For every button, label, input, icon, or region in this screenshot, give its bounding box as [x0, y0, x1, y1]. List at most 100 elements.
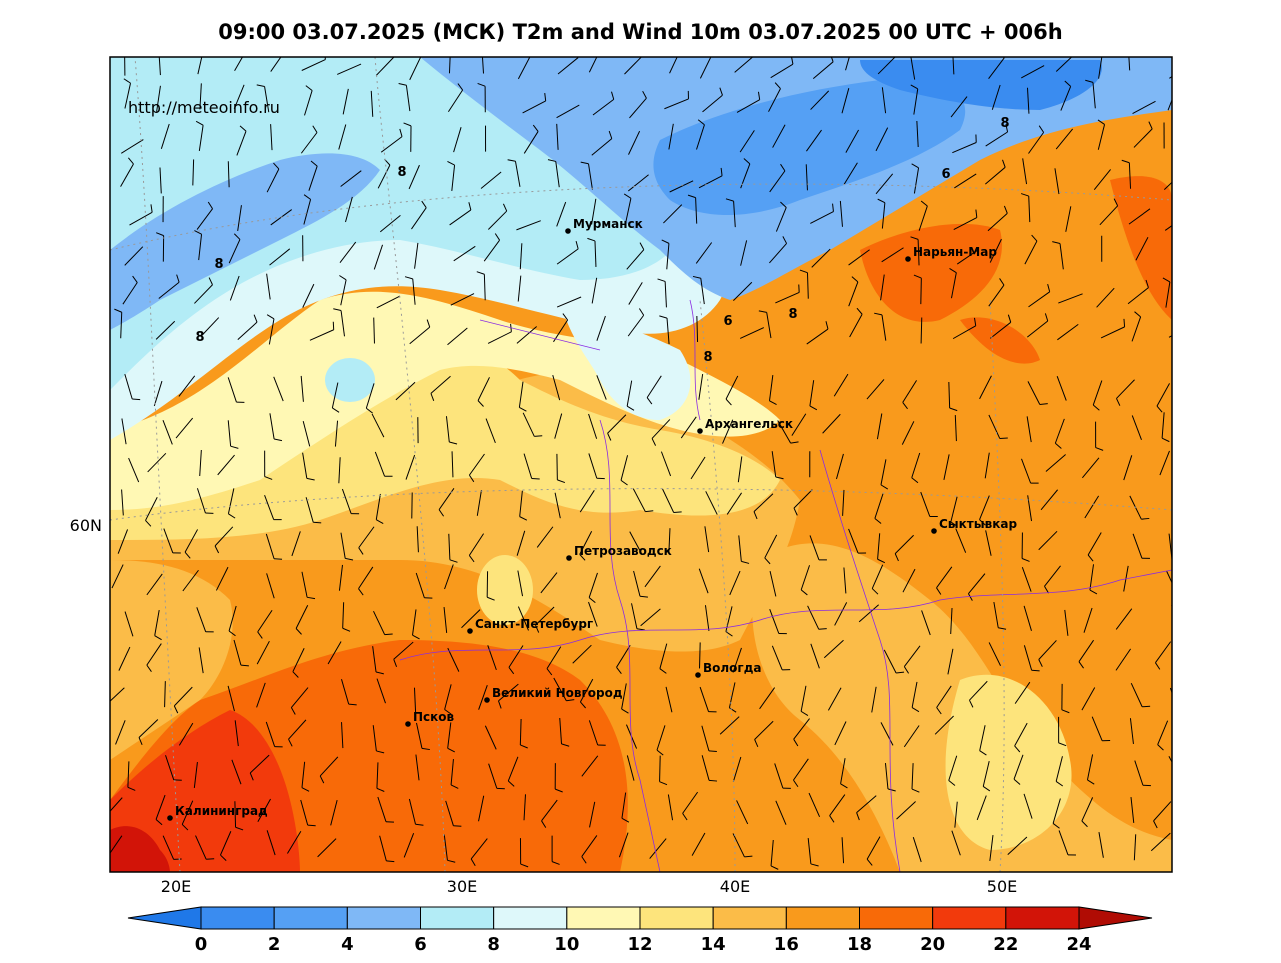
wind-barb [1023, 605, 1032, 631]
wind-barb [338, 564, 343, 591]
wind-barb [1026, 87, 1030, 114]
wind-barb [660, 451, 672, 477]
wind-barb [588, 720, 599, 746]
wind-barb [1155, 641, 1172, 663]
wind-barb-flag [151, 47, 159, 49]
wind-barb-flag [468, 555, 475, 563]
wind-barb [376, 678, 386, 704]
wind-barb [412, 278, 416, 305]
wind-barb [800, 565, 811, 591]
temp-band-14-16 [110, 342, 780, 540]
wind-barb [1057, 323, 1079, 341]
wind-barb [834, 602, 848, 626]
wind-barb [447, 722, 452, 749]
wind-barb-flag [1156, 405, 1163, 413]
wind-barb-flag [949, 268, 957, 274]
wind-barb-flag [743, 158, 751, 165]
wind-barb [265, 533, 275, 559]
wind-barb [911, 452, 921, 478]
wind-barb [295, 605, 309, 629]
wind-barb [880, 722, 894, 746]
wind-barb [880, 274, 885, 301]
colorbar-tick-label: 8 [487, 934, 500, 955]
wind-barb [588, 601, 598, 627]
wind-barb [695, 197, 698, 224]
wind-barb [477, 377, 490, 401]
wind-barb-flag [1087, 554, 1094, 562]
wind-barb-flag [1013, 778, 1021, 785]
wind-barb-flag [430, 393, 435, 402]
wind-barb [376, 762, 379, 789]
wind-barb [806, 129, 822, 152]
wind-barb-flag [195, 120, 204, 126]
wind-barb-flag [1003, 205, 1008, 214]
wind-barb [736, 99, 760, 113]
wind-barb [373, 317, 375, 344]
wind-barb [124, 611, 134, 637]
wind-barb [738, 535, 742, 562]
wind-barb-flag [580, 701, 587, 709]
wind-barb-flag [426, 319, 431, 328]
wind-barb [451, 451, 454, 478]
wind-barb-flag [770, 865, 779, 870]
wind-barb-flag [449, 441, 458, 445]
wind-barb [669, 180, 694, 193]
wind-barb [988, 57, 1005, 80]
wind-barb [771, 451, 777, 478]
wind-barb-flag [214, 545, 220, 554]
wind-barb [178, 722, 194, 746]
wind-barb [698, 373, 704, 400]
wind-barb [633, 570, 641, 597]
wind-barb [705, 491, 718, 515]
wind-barb [483, 239, 500, 262]
wind-barb [1044, 565, 1061, 587]
wind-barb [408, 164, 420, 190]
wind-barb-flag [639, 242, 645, 250]
wind-barb-flag [725, 631, 733, 637]
wind-barb [988, 284, 1005, 307]
wind-barb-flag [611, 91, 615, 100]
wind-barb [516, 530, 526, 556]
wind-barb [848, 528, 859, 554]
wind-barb [128, 457, 140, 483]
contour-label: 8 [214, 257, 223, 272]
wind-barb [833, 373, 849, 397]
wind-barb [1056, 376, 1067, 401]
wind-barb [680, 416, 697, 439]
wind-barb [405, 85, 411, 112]
wind-barb-flag [507, 780, 515, 787]
wind-barb [301, 761, 306, 788]
wind-barb [588, 572, 598, 598]
wind-barb-flag [324, 57, 326, 60]
wind-barb [811, 248, 831, 268]
wind-barb-flag [1021, 558, 1030, 562]
wind-barb [843, 567, 847, 594]
wind-barb-flag [877, 558, 886, 564]
wind-barb-flag [825, 321, 829, 330]
wind-barb-flag [757, 91, 761, 100]
wind-barb [358, 566, 374, 589]
wind-barb [775, 207, 787, 232]
wind-barb-flag [651, 438, 657, 446]
wind-barb [880, 459, 887, 485]
wind-barb-flag [753, 511, 758, 520]
wind-barb [519, 243, 523, 270]
wind-barb [405, 454, 416, 480]
wind-barb [341, 488, 352, 514]
wind-barb-flag [305, 85, 313, 91]
wind-barb [559, 717, 563, 744]
city-label: Калининград [175, 804, 268, 818]
wind-barb [579, 490, 595, 513]
contour-label: 6 [723, 314, 732, 329]
temp-band-24-plus [110, 826, 170, 872]
wind-barb [1089, 564, 1095, 591]
wind-barb [198, 234, 203, 261]
wind-barb [704, 605, 710, 632]
wind-barb-flag [127, 157, 134, 165]
wind-barb-flag [105, 817, 109, 824]
wind-barb [358, 526, 375, 549]
wind-barb [127, 761, 130, 788]
wind-barb [1123, 455, 1133, 481]
wind-barb-flag [657, 278, 666, 282]
city-label: Нарьян-Мар [913, 245, 997, 259]
